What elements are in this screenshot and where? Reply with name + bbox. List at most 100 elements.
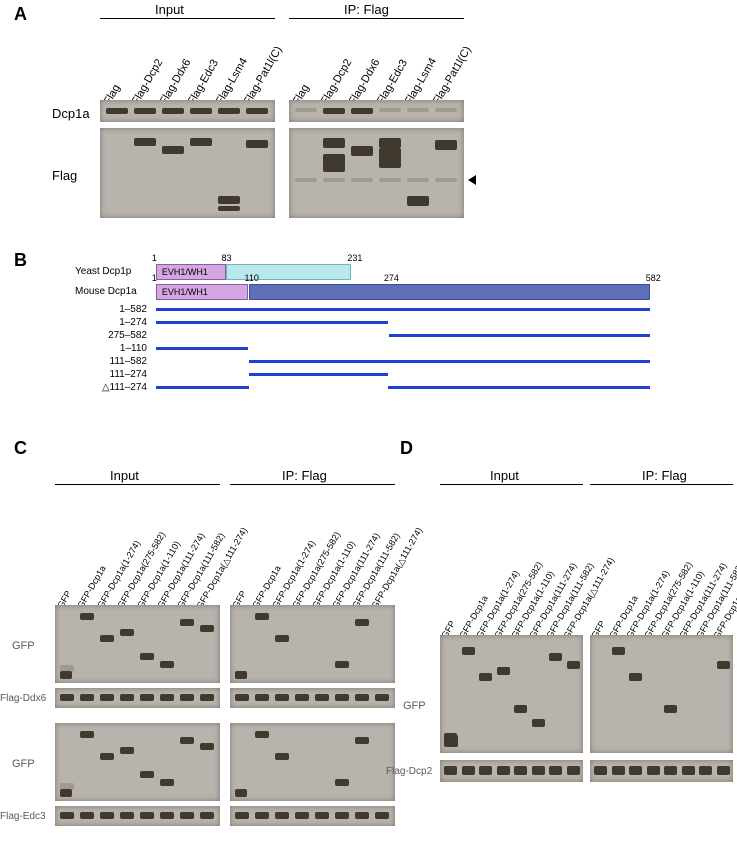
gel-band bbox=[106, 108, 128, 114]
panel-d-input-underline bbox=[440, 484, 583, 485]
gel-band bbox=[275, 812, 289, 819]
gel-band bbox=[379, 138, 401, 148]
gel-band bbox=[140, 653, 154, 660]
gel-band bbox=[323, 138, 345, 148]
panel-a-flag-ip-blot bbox=[289, 128, 464, 218]
gel-band bbox=[717, 661, 730, 669]
gel-band bbox=[335, 779, 349, 786]
arrowhead-icon bbox=[468, 175, 476, 185]
gel-band bbox=[664, 705, 677, 713]
panel-c-b2-gfp-input bbox=[55, 723, 220, 801]
panel-d-dcp2-input-blot bbox=[440, 760, 583, 782]
gel-band bbox=[255, 812, 269, 819]
residue-number: 582 bbox=[646, 273, 661, 283]
domain-box bbox=[249, 284, 650, 300]
gel-band bbox=[160, 779, 174, 786]
gel-band bbox=[180, 694, 194, 701]
residue-number: 1 bbox=[152, 273, 157, 283]
gel-band bbox=[435, 108, 457, 112]
schematic-label: 111–582 bbox=[85, 356, 147, 367]
gel-band bbox=[200, 625, 214, 632]
gel-band bbox=[462, 766, 475, 775]
gel-band bbox=[514, 705, 527, 713]
gel-band bbox=[80, 613, 94, 620]
gel-band bbox=[315, 694, 329, 701]
panel-a-row-label-flag: Flag bbox=[52, 168, 77, 183]
gel-band bbox=[275, 635, 289, 642]
gel-band bbox=[275, 694, 289, 701]
panel-d-header-input: Input bbox=[490, 468, 519, 483]
domain-text: EVH1/WH1 bbox=[162, 267, 208, 277]
gel-band bbox=[375, 812, 389, 819]
gel-band bbox=[444, 735, 458, 747]
panel-c-b1-strip-input bbox=[55, 688, 220, 708]
gel-band bbox=[479, 673, 492, 681]
gel-band bbox=[235, 812, 249, 819]
panel-d-header-ip: IP: Flag bbox=[642, 468, 687, 483]
gel-band bbox=[335, 812, 349, 819]
gel-band bbox=[355, 812, 369, 819]
panel-a-flag-input-blot bbox=[100, 128, 275, 218]
lane-label: Flag-Pat1l(C) bbox=[242, 44, 285, 107]
gel-band bbox=[567, 661, 580, 669]
gel-band bbox=[100, 753, 114, 760]
schematic-label: 1–110 bbox=[85, 343, 147, 354]
gel-band bbox=[514, 766, 527, 775]
gel-band bbox=[647, 766, 660, 775]
gel-band bbox=[180, 812, 194, 819]
residue-number: 110 bbox=[245, 273, 259, 283]
gel-band bbox=[60, 812, 74, 819]
gel-band bbox=[379, 148, 401, 168]
fragment-line bbox=[249, 373, 388, 376]
schematic-label: Mouse Dcp1a bbox=[75, 286, 137, 297]
gel-band bbox=[612, 647, 625, 655]
gel-band bbox=[375, 694, 389, 701]
schematic-label: △111–274 bbox=[85, 382, 147, 393]
gel-band bbox=[60, 789, 72, 797]
gel-band bbox=[594, 766, 607, 775]
gel-band bbox=[255, 731, 269, 738]
fragment-line bbox=[156, 321, 388, 324]
panel-d-gfp-ip-blot bbox=[590, 635, 733, 753]
panel-c-b1-gfp-ip bbox=[230, 605, 395, 683]
panel-a-input-underline bbox=[100, 18, 275, 19]
panel-c-b2-strip-input bbox=[55, 806, 220, 826]
gel-band bbox=[351, 178, 373, 182]
panel-d-gfp-input-blot bbox=[440, 635, 583, 753]
gel-band bbox=[295, 694, 309, 701]
residue-number: 1 bbox=[152, 253, 157, 263]
gel-band bbox=[134, 138, 156, 146]
gel-band bbox=[120, 747, 134, 754]
schematic-label: 111–274 bbox=[85, 369, 147, 380]
gel-band bbox=[80, 694, 94, 701]
panel-a-row-label-dcp1a: Dcp1a bbox=[52, 106, 90, 121]
gel-band bbox=[235, 789, 247, 797]
gel-band bbox=[295, 108, 317, 112]
gel-band bbox=[160, 812, 174, 819]
gel-band bbox=[532, 766, 545, 775]
gel-band bbox=[218, 196, 240, 204]
panel-letter-a: A bbox=[14, 4, 27, 25]
fragment-line bbox=[249, 360, 649, 363]
gel-band bbox=[255, 694, 269, 701]
gel-band bbox=[120, 812, 134, 819]
gel-band bbox=[351, 108, 373, 114]
gel-band bbox=[612, 766, 625, 775]
gel-band bbox=[140, 771, 154, 778]
gel-band bbox=[80, 812, 94, 819]
panel-c-header-input: Input bbox=[110, 468, 139, 483]
gel-band bbox=[100, 694, 114, 701]
gel-band bbox=[200, 743, 214, 750]
residue-number: 83 bbox=[222, 253, 232, 263]
gel-band bbox=[315, 812, 329, 819]
gel-band bbox=[218, 206, 240, 211]
gel-band bbox=[355, 619, 369, 626]
gel-band bbox=[180, 737, 194, 744]
residue-number: 274 bbox=[384, 273, 399, 283]
gel-band bbox=[355, 694, 369, 701]
gel-band bbox=[497, 667, 510, 675]
gel-band bbox=[120, 694, 134, 701]
gel-band bbox=[444, 766, 457, 775]
gel-band bbox=[190, 108, 212, 114]
fragment-line bbox=[156, 308, 650, 311]
